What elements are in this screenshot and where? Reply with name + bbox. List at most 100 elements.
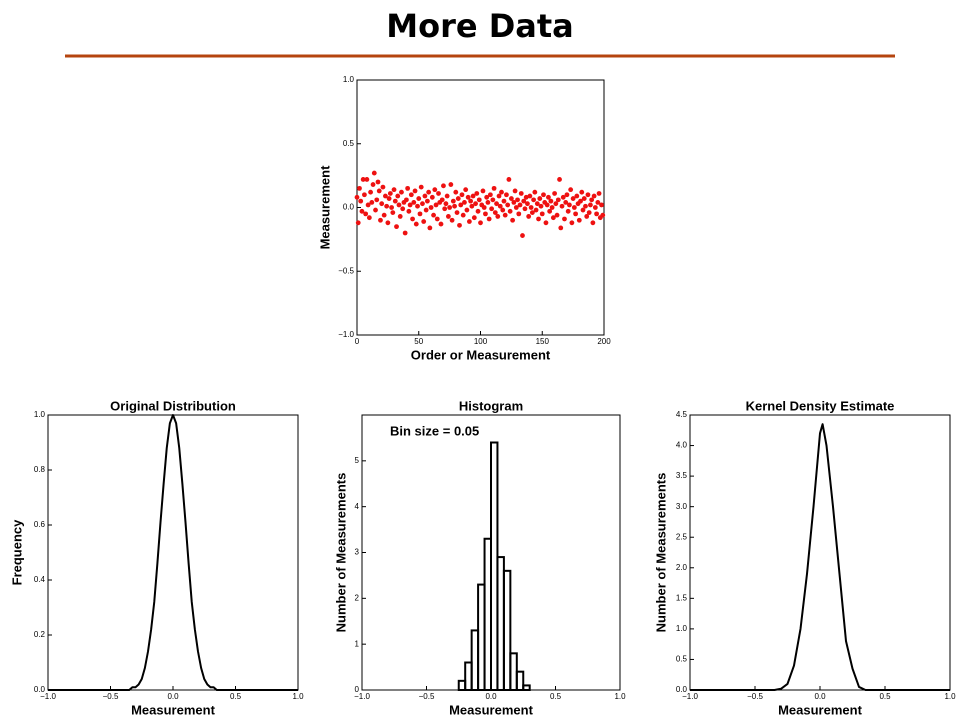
point xyxy=(507,208,513,214)
point xyxy=(374,197,380,203)
point xyxy=(562,216,567,222)
point xyxy=(473,201,478,207)
point xyxy=(379,201,385,207)
point xyxy=(442,206,448,212)
x-tick-label: 150 xyxy=(536,337,550,346)
point xyxy=(599,202,604,208)
point xyxy=(583,203,588,209)
point xyxy=(480,188,486,194)
bar xyxy=(502,569,512,691)
point xyxy=(454,210,460,216)
point xyxy=(547,208,553,214)
point xyxy=(380,184,386,190)
point xyxy=(578,198,583,204)
point xyxy=(516,211,522,217)
point xyxy=(579,189,585,195)
point xyxy=(483,211,488,217)
y-axis-label: Number of Measurements xyxy=(333,473,348,633)
point xyxy=(413,221,419,227)
point xyxy=(391,187,397,193)
point xyxy=(513,205,519,210)
point xyxy=(416,196,422,201)
point xyxy=(385,220,391,226)
y-tick-label: 3.0 xyxy=(676,502,688,511)
point xyxy=(463,187,469,193)
point xyxy=(395,193,401,199)
point xyxy=(396,202,402,208)
y-tick-label: 0.0 xyxy=(343,203,355,212)
point xyxy=(489,206,495,212)
point xyxy=(363,211,369,217)
y-tick-label: 1.5 xyxy=(676,593,688,602)
point xyxy=(423,207,429,213)
point xyxy=(560,194,566,200)
point xyxy=(505,202,511,208)
point xyxy=(518,191,524,196)
point xyxy=(399,189,404,195)
point xyxy=(449,217,455,223)
plot-frame xyxy=(689,414,951,691)
y-tick-label: 1.0 xyxy=(343,75,355,84)
plot-frame xyxy=(47,414,299,691)
y-tick-label: −1.0 xyxy=(338,330,354,339)
y-tick-label: 0.4 xyxy=(34,575,46,584)
point xyxy=(544,202,550,208)
x-tick-label: −0.5 xyxy=(103,692,119,701)
point xyxy=(594,211,599,217)
point xyxy=(571,205,577,210)
point xyxy=(410,216,415,222)
point xyxy=(383,193,388,199)
point xyxy=(421,219,427,224)
point xyxy=(600,212,606,218)
point xyxy=(496,193,502,199)
point xyxy=(397,214,403,219)
point xyxy=(459,192,465,198)
point xyxy=(539,211,545,217)
y-tick-label: 0.8 xyxy=(34,465,46,474)
x-axis-label: Measurement xyxy=(449,702,533,717)
x-axis-label: Measurement xyxy=(131,702,215,717)
point xyxy=(375,179,381,185)
point xyxy=(368,189,373,195)
point xyxy=(532,189,538,195)
point xyxy=(424,198,430,204)
point xyxy=(515,197,520,203)
point xyxy=(420,201,425,207)
point xyxy=(364,177,370,182)
point xyxy=(412,188,418,194)
point xyxy=(366,215,372,221)
point xyxy=(434,216,440,222)
point xyxy=(428,205,434,210)
point xyxy=(465,194,471,200)
point xyxy=(531,197,537,203)
point xyxy=(429,194,435,200)
point xyxy=(574,193,580,199)
point xyxy=(569,220,575,226)
point xyxy=(445,214,451,219)
point xyxy=(567,202,572,208)
point xyxy=(455,196,461,201)
point xyxy=(407,202,413,208)
point xyxy=(369,200,375,205)
point xyxy=(549,205,555,210)
y-tick-label: 4.5 xyxy=(676,410,688,419)
point xyxy=(485,200,491,205)
point xyxy=(517,202,523,208)
point xyxy=(474,191,480,196)
point xyxy=(462,200,467,205)
point xyxy=(373,207,378,213)
point xyxy=(590,220,596,226)
x-tick-label: 0.5 xyxy=(230,692,242,701)
point xyxy=(453,189,459,195)
point xyxy=(447,205,453,210)
point xyxy=(484,194,490,200)
point xyxy=(522,206,528,212)
y-tick-label: 3.5 xyxy=(676,471,688,480)
y-tick-label: 0.5 xyxy=(676,655,688,664)
y-tick-label: 0.6 xyxy=(34,520,46,529)
point xyxy=(359,208,365,214)
y-tick-label: 0.0 xyxy=(676,685,688,694)
point xyxy=(406,208,412,214)
point xyxy=(581,196,587,201)
point xyxy=(471,215,477,221)
